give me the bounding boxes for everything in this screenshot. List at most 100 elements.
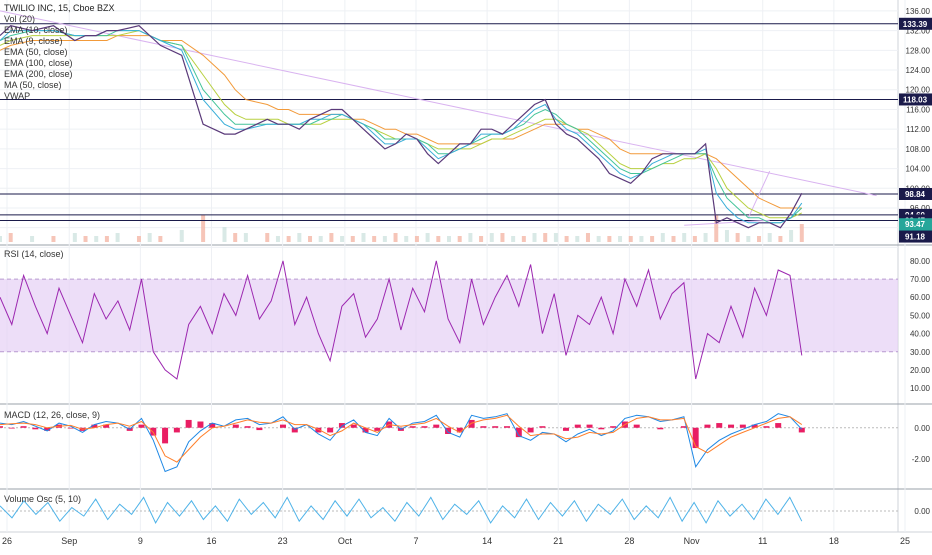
macd-histogram-bar	[515, 427, 522, 438]
volume-bar	[0, 236, 2, 242]
level-tag-label: 118.03	[903, 95, 928, 104]
macd-histogram-bar	[763, 426, 770, 428]
level-tag-label: 133.39	[903, 20, 928, 29]
macd-histogram-bar	[150, 427, 157, 436]
price-tick-label: 116.00	[906, 105, 930, 114]
macd-histogram-bar	[775, 423, 782, 428]
macd-histogram-bar	[209, 423, 216, 428]
volume-bar	[275, 236, 280, 242]
macd-histogram-bar	[456, 427, 463, 433]
legend-item-ema-200[interactable]: EMA (200, close)	[4, 69, 73, 79]
macd-histogram-bar	[445, 427, 452, 434]
level-tag-box	[899, 187, 932, 200]
rsi-tick-label: 50.00	[910, 311, 931, 320]
volume-bar	[596, 236, 601, 242]
macd-histogram-bar	[562, 427, 569, 431]
last-price-tag-label: 93.47	[905, 220, 926, 229]
volume-osc-pane-title[interactable]: Volume Osc (5, 10)	[4, 494, 82, 504]
legend-item-vol[interactable]: Vol (20)	[4, 14, 36, 24]
macd-tick-label: -2.00	[912, 455, 931, 464]
price-tick-label: 136.00	[906, 7, 931, 16]
volume-bar	[104, 236, 109, 242]
volume-bar	[115, 233, 120, 242]
volume-bar	[72, 233, 77, 242]
legend-item-vwap[interactable]: VWAP	[4, 91, 31, 101]
rsi-tick-label: 70.00	[910, 275, 931, 284]
volume-bar	[575, 236, 580, 242]
time-tick-label: 28	[624, 536, 634, 546]
macd-histogram-bar	[598, 427, 605, 430]
time-tick-label: 26	[2, 536, 12, 546]
rsi-tick-label: 30.00	[910, 348, 931, 357]
macd-histogram-bar	[574, 424, 581, 428]
volume-bar	[521, 236, 526, 242]
price-tick-label: 108.00	[906, 145, 931, 154]
volume-bar	[564, 236, 569, 242]
volume-bar	[94, 236, 99, 242]
macd-histogram-bar	[586, 424, 593, 428]
volume-bar	[767, 233, 772, 242]
volume-osc-tick-label: 0.00	[914, 507, 930, 516]
volume-bar	[618, 236, 623, 242]
macd-histogram-bar	[409, 426, 416, 428]
macd-histogram-bar	[433, 424, 440, 428]
level-tag-box	[899, 17, 932, 30]
volume-bar	[457, 236, 462, 242]
macd-histogram-bar	[32, 427, 39, 430]
time-tick-label: 7	[413, 536, 418, 546]
time-tick-label: 11	[758, 536, 767, 546]
volume-bar	[329, 233, 334, 242]
macd-histogram-bar	[244, 426, 251, 428]
volume-bar	[372, 236, 377, 242]
volume-bar	[639, 236, 644, 242]
price-tick-label: 112.00	[906, 125, 930, 134]
volume-bar	[714, 215, 719, 242]
macd-histogram-bar	[716, 423, 723, 428]
legend-item-ema-10[interactable]: EMA (10, close)	[4, 25, 68, 35]
macd-histogram-bar	[350, 424, 357, 428]
volume-bar	[404, 236, 409, 242]
macd-histogram-bar	[657, 427, 664, 430]
volume-bar	[724, 230, 729, 242]
macd-histogram-bar	[197, 421, 204, 428]
volume-osc-line	[0, 496, 803, 524]
macd-histogram-bar	[185, 419, 192, 428]
volume-bar	[340, 236, 345, 242]
macd-histogram-bar	[492, 426, 499, 428]
price-line	[0, 25, 803, 229]
rsi-band	[0, 279, 898, 352]
volume-bar	[703, 233, 708, 242]
macd-histogram-bar	[138, 424, 145, 428]
volume-bar	[222, 227, 227, 242]
macd-histogram-bar	[0, 426, 3, 428]
legend-item-ema-100[interactable]: EMA (100, close)	[4, 58, 73, 68]
macd-histogram-bar	[728, 424, 735, 428]
legend-item-ema-9[interactable]: EMA (9, close)	[4, 36, 63, 46]
macd-histogram-bar	[338, 423, 345, 428]
legend-item-ma-50[interactable]: MA (50, close)	[4, 80, 62, 90]
macd-pane-title[interactable]: MACD (12, 26, close, 9)	[4, 410, 101, 420]
macd-histogram-bar	[279, 424, 286, 428]
legend-item-ema-50[interactable]: EMA (50, close)	[4, 47, 68, 57]
time-tick-label: Oct	[338, 536, 353, 546]
volume-bar	[532, 233, 537, 242]
volume-bar	[585, 233, 590, 242]
macd-histogram-bar	[256, 427, 263, 431]
macd-histogram-bar	[232, 424, 239, 428]
level-tag-label: 98.84	[905, 190, 926, 199]
volume-bar	[425, 233, 430, 242]
macd-histogram-bar	[20, 426, 27, 428]
macd-histogram-bar	[315, 427, 322, 433]
rsi-pane-title[interactable]: RSI (14, close)	[4, 249, 64, 259]
time-tick-label: 16	[206, 536, 216, 546]
price-tick-label: 120.00	[906, 86, 931, 95]
volume-bar	[660, 233, 665, 242]
volume-bar	[607, 236, 612, 242]
volume-bar	[757, 236, 762, 242]
volume-bar	[361, 233, 366, 242]
symbol-title[interactable]: TWILIO INC, 15, Cboe BZX	[4, 3, 115, 13]
macd-histogram-bar	[8, 427, 15, 429]
volume-bar	[479, 236, 484, 242]
